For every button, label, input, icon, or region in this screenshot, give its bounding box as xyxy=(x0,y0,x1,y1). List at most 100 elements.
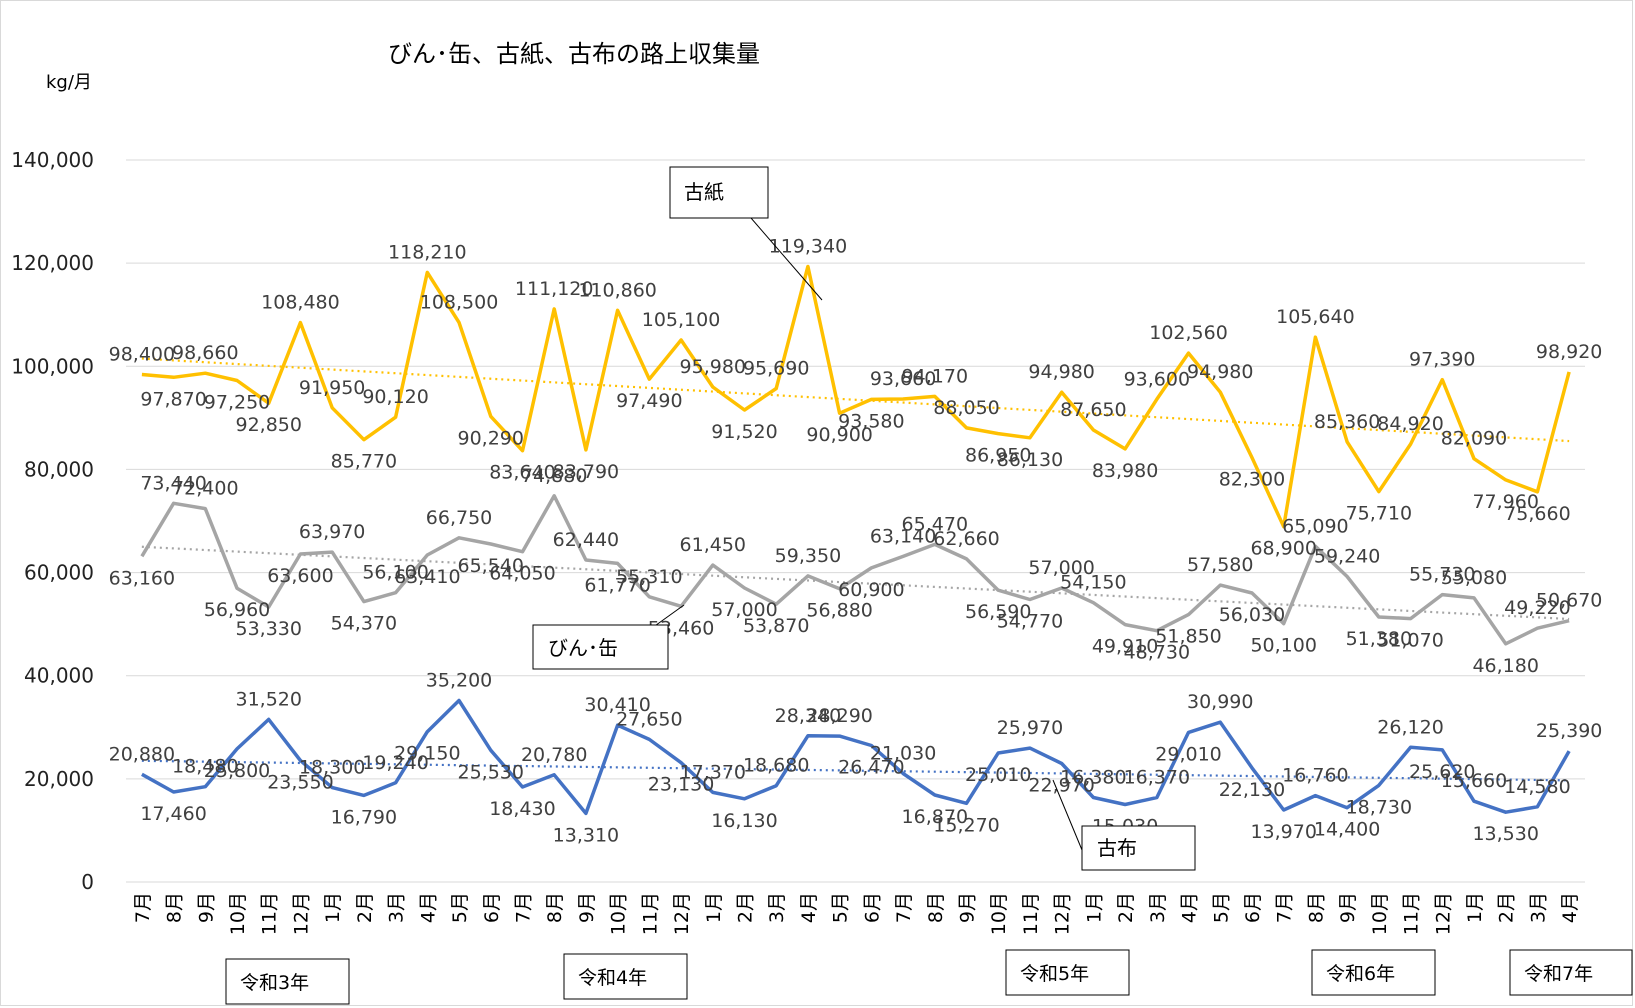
era-box-r3 xyxy=(225,958,350,1005)
data-label-series-1: 61,770 xyxy=(584,574,650,596)
data-label-series-2: 13,970 xyxy=(1250,821,1316,843)
data-label-series-0: 92,850 xyxy=(235,414,301,436)
data-label-series-1: 73,440 xyxy=(140,472,206,494)
x-tick-label: 5月 xyxy=(830,892,852,923)
x-tick-label: 4月 xyxy=(798,892,820,923)
x-tick-label: 3月 xyxy=(386,892,408,923)
data-label-series-2: 18,730 xyxy=(1346,796,1412,818)
x-tick-label: 2月 xyxy=(1496,892,1518,923)
data-label-series-1: 55,080 xyxy=(1441,567,1507,589)
data-label-series-1: 56,590 xyxy=(965,601,1031,623)
x-tick-label: 8月 xyxy=(1305,892,1327,923)
data-label-series-0: 87,650 xyxy=(1060,399,1126,421)
x-tick-label: 7月 xyxy=(1274,892,1296,923)
data-label-series-2: 26,120 xyxy=(1377,716,1443,738)
x-tick-label: 3月 xyxy=(766,892,788,923)
x-tick-label: 6月 xyxy=(481,892,503,923)
data-label-series-0: 119,340 xyxy=(769,236,848,258)
series-lines xyxy=(140,264,1571,816)
x-tick-label: 8月 xyxy=(925,892,947,923)
data-label-series-0: 85,770 xyxy=(331,451,397,473)
y-axis-unit: kg/月 xyxy=(46,72,92,93)
x-tick-label: 2月 xyxy=(354,892,376,923)
x-tick-label: 4月 xyxy=(1179,892,1201,923)
data-label-series-0: 88,050 xyxy=(933,397,999,419)
data-label-series-2: 25,800 xyxy=(204,760,270,782)
x-tick-label: 4月 xyxy=(417,892,439,923)
data-label-series-0: 86,130 xyxy=(997,449,1063,471)
x-tick-label: 11月 xyxy=(1020,892,1042,935)
x-tick-label: 4月 xyxy=(1559,892,1581,923)
data-label-series-0: 94,170 xyxy=(902,365,968,387)
x-tick-label: 1月 xyxy=(703,892,725,923)
data-label-series-2: 29,150 xyxy=(394,743,460,765)
era-label-r7: 令和7年 xyxy=(1509,949,1633,996)
x-tick-label: 5月 xyxy=(1210,892,1232,923)
data-label-series-1: 56,100 xyxy=(362,562,428,584)
x-tick-label: 3月 xyxy=(1147,892,1169,923)
y-tick-label: 140,000 xyxy=(11,148,94,172)
data-label-series-0: 97,870 xyxy=(140,388,206,410)
x-tick-label: 7月 xyxy=(512,892,534,923)
x-tick-label: 3月 xyxy=(1527,892,1549,923)
data-label-series-1: 59,350 xyxy=(775,545,841,567)
data-label-series-1: 50,100 xyxy=(1250,635,1316,657)
data-label-series-0: 68,900 xyxy=(1250,538,1316,560)
data-label-series-1: 56,030 xyxy=(1219,604,1285,626)
x-tick-label: 7月 xyxy=(893,892,915,923)
data-label-series-2: 16,760 xyxy=(1282,765,1348,787)
callout-koshi-label: 古紙 xyxy=(684,180,724,204)
trendline-series-0 xyxy=(141,357,1570,443)
data-label-series-2: 27,650 xyxy=(616,708,682,730)
series-line-1 xyxy=(140,494,1570,646)
data-label-series-2: 29,010 xyxy=(1155,743,1221,765)
data-label-series-0: 94,980 xyxy=(1187,361,1253,383)
data-label-series-2: 18,480 xyxy=(172,756,238,778)
data-label-series-1: 51,380 xyxy=(1346,628,1412,650)
era-text-r5: 令和5年 xyxy=(1020,963,1089,985)
x-tick-label: 12月 xyxy=(290,892,312,935)
data-label-series-1: 74,880 xyxy=(521,465,587,487)
data-label-series-1: 49,910 xyxy=(1092,636,1158,658)
x-tick-label: 10月 xyxy=(608,892,630,935)
data-label-series-2: 16,370 xyxy=(1124,767,1190,789)
x-tick-label: 9月 xyxy=(195,892,217,923)
trendlines xyxy=(141,357,1570,782)
callout-koshi-box xyxy=(669,166,769,219)
data-label-series-2: 14,400 xyxy=(1314,819,1380,841)
x-tick-label: 8月 xyxy=(544,892,566,923)
data-label-series-1: 60,900 xyxy=(838,579,904,601)
data-label-series-2: 25,390 xyxy=(1536,720,1602,742)
x-tick-label: 1月 xyxy=(1083,892,1105,923)
data-label-series-2: 25,530 xyxy=(458,761,524,783)
data-label-series-1: 56,960 xyxy=(204,599,270,621)
data-label-series-2: 30,990 xyxy=(1187,691,1253,713)
data-label-series-0: 93,580 xyxy=(838,410,904,432)
data-label-series-1: 64,050 xyxy=(489,563,555,585)
data-label-series-0: 85,360 xyxy=(1314,411,1380,433)
y-tick-label: 0 xyxy=(81,870,94,894)
data-label-series-2: 16,130 xyxy=(711,810,777,832)
x-tick-label: 11月 xyxy=(259,892,281,935)
data-label-series-2: 35,200 xyxy=(426,669,492,691)
data-label-series-2: 16,870 xyxy=(902,806,968,828)
data-label-series-2: 28,340 xyxy=(775,705,841,727)
data-label-series-2: 13,530 xyxy=(1472,823,1538,845)
data-label-series-2: 22,130 xyxy=(1219,779,1285,801)
x-tick-label: 1月 xyxy=(1464,892,1486,923)
x-tick-label: 10月 xyxy=(1369,892,1391,935)
data-label-series-2: 18,300 xyxy=(299,757,365,779)
data-label-series-0: 91,520 xyxy=(711,421,777,443)
data-label-series-1: 54,150 xyxy=(1060,572,1126,594)
data-label-series-0: 83,980 xyxy=(1092,460,1158,482)
data-label-series-1: 55,730 xyxy=(1409,564,1475,586)
data-label-series-0: 90,290 xyxy=(458,427,524,449)
data-label-series-1: 50,670 xyxy=(1536,590,1602,612)
data-label-series-0: 97,390 xyxy=(1409,349,1475,371)
data-label-series-2: 25,620 xyxy=(1409,761,1475,783)
data-label-series-1: 61,450 xyxy=(680,534,746,556)
era-text-r4: 令和4年 xyxy=(578,967,647,989)
x-tick-label: 7月 xyxy=(132,892,154,923)
